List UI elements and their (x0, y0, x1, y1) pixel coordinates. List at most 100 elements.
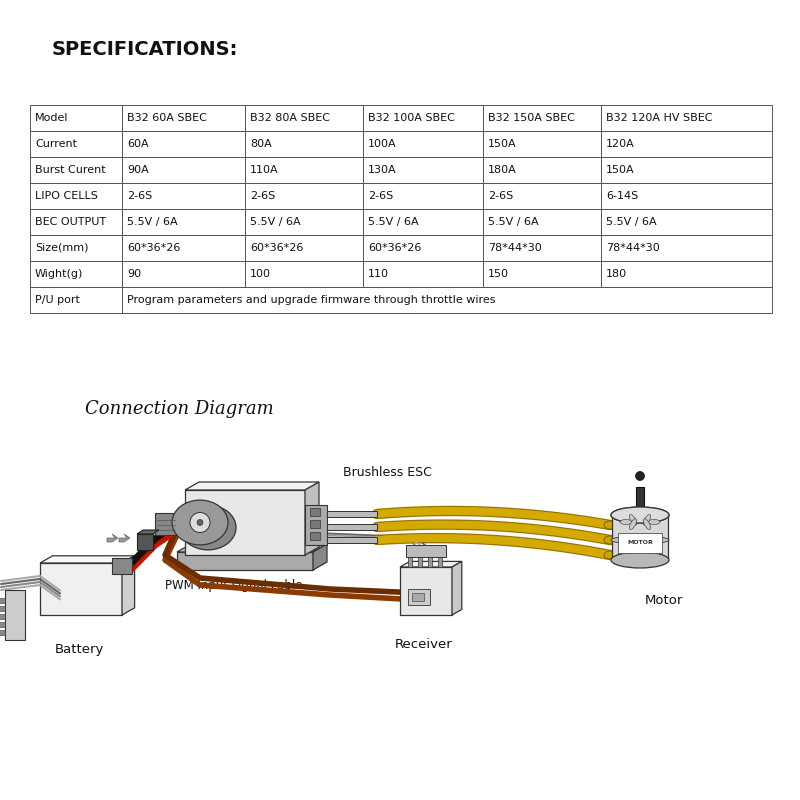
Bar (245, 209, 363, 235)
Ellipse shape (643, 514, 650, 525)
Bar (601, 105, 772, 131)
Text: 78*44*30: 78*44*30 (606, 243, 660, 253)
Text: 2-6S: 2-6S (127, 191, 152, 201)
Bar (155, 513, 177, 535)
Text: 5.5V / 6A: 5.5V / 6A (250, 217, 301, 227)
Text: 150: 150 (488, 269, 509, 279)
Polygon shape (177, 544, 327, 552)
Bar (363, 131, 483, 157)
Text: 5.5V / 6A: 5.5V / 6A (488, 217, 538, 227)
Bar (636, 487, 644, 515)
Polygon shape (40, 563, 122, 615)
Bar (363, 157, 483, 183)
Bar (122, 209, 245, 235)
Polygon shape (107, 534, 118, 542)
Bar (408, 589, 430, 605)
Text: 110A: 110A (250, 165, 278, 175)
Polygon shape (185, 482, 319, 490)
Bar (30, 287, 122, 313)
Text: 2-6S: 2-6S (368, 191, 394, 201)
Bar (122, 261, 245, 287)
Bar (30, 235, 122, 261)
Bar (0, 614, 5, 619)
Polygon shape (305, 482, 319, 555)
Bar (310, 508, 320, 516)
Bar (412, 593, 424, 601)
Bar (483, 157, 601, 183)
Text: 100A: 100A (368, 139, 397, 149)
Text: Current: Current (35, 139, 77, 149)
Bar (601, 131, 772, 157)
Text: Program parameters and upgrade firmware through throttle wires: Program parameters and upgrade firmware … (127, 295, 495, 305)
Ellipse shape (604, 521, 616, 529)
Text: Battery: Battery (55, 643, 104, 657)
Polygon shape (137, 530, 159, 534)
Ellipse shape (630, 519, 637, 530)
Text: B32 100A SBEC: B32 100A SBEC (368, 113, 455, 123)
Polygon shape (452, 562, 462, 615)
Text: 2-6S: 2-6S (488, 191, 514, 201)
Text: BEC OUTPUT: BEC OUTPUT (35, 217, 106, 227)
Bar (122, 183, 245, 209)
Bar (310, 532, 320, 540)
Text: 5.5V / 6A: 5.5V / 6A (127, 217, 178, 227)
Bar (406, 545, 446, 557)
Text: 60*36*26: 60*36*26 (250, 243, 303, 253)
Text: LIPO CELLS: LIPO CELLS (35, 191, 98, 201)
Bar (363, 183, 483, 209)
Polygon shape (400, 562, 462, 567)
Text: Burst Curent: Burst Curent (35, 165, 106, 175)
Ellipse shape (643, 519, 650, 530)
Text: SPECIFICATIONS:: SPECIFICATIONS: (52, 40, 238, 59)
Bar (30, 209, 122, 235)
Bar (418, 557, 422, 567)
Bar (0, 622, 5, 627)
Text: 5.5V / 6A: 5.5V / 6A (606, 217, 657, 227)
Text: Size(mm): Size(mm) (35, 243, 89, 253)
Text: 2-6S: 2-6S (250, 191, 275, 201)
Bar (327, 524, 377, 530)
Bar (612, 515, 668, 560)
Text: Connection Diagram: Connection Diagram (85, 400, 274, 418)
Bar (30, 183, 122, 209)
Text: 180: 180 (606, 269, 627, 279)
Text: PWM Input signal cable: PWM Input signal cable (165, 578, 302, 591)
Bar (363, 261, 483, 287)
Ellipse shape (611, 536, 669, 544)
Bar (245, 183, 363, 209)
Bar (30, 261, 122, 287)
Bar (618, 533, 662, 553)
Ellipse shape (180, 505, 236, 550)
Text: 130A: 130A (368, 165, 397, 175)
Bar (122, 131, 245, 157)
Text: 180A: 180A (488, 165, 517, 175)
Ellipse shape (604, 551, 616, 559)
Bar (137, 534, 153, 550)
Ellipse shape (620, 519, 632, 525)
Bar (483, 235, 601, 261)
Text: 6-14S: 6-14S (606, 191, 638, 201)
Text: Wight(g): Wight(g) (35, 269, 83, 279)
Ellipse shape (172, 500, 228, 545)
Text: 120A: 120A (606, 139, 634, 149)
Circle shape (635, 471, 645, 481)
Bar (327, 537, 377, 543)
Ellipse shape (604, 536, 616, 544)
Text: Model: Model (35, 113, 69, 123)
Polygon shape (400, 567, 452, 615)
Bar (483, 261, 601, 287)
Bar (601, 261, 772, 287)
Bar (483, 105, 601, 131)
Text: 80A: 80A (250, 139, 272, 149)
Ellipse shape (611, 507, 669, 523)
Bar (245, 157, 363, 183)
Bar (601, 157, 772, 183)
Bar (245, 105, 363, 131)
Polygon shape (119, 534, 130, 542)
Text: 5.5V / 6A: 5.5V / 6A (368, 217, 418, 227)
Bar (0, 598, 5, 603)
Bar (483, 131, 601, 157)
Text: 60*36*26: 60*36*26 (127, 243, 180, 253)
Text: 110: 110 (368, 269, 389, 279)
Bar (601, 183, 772, 209)
